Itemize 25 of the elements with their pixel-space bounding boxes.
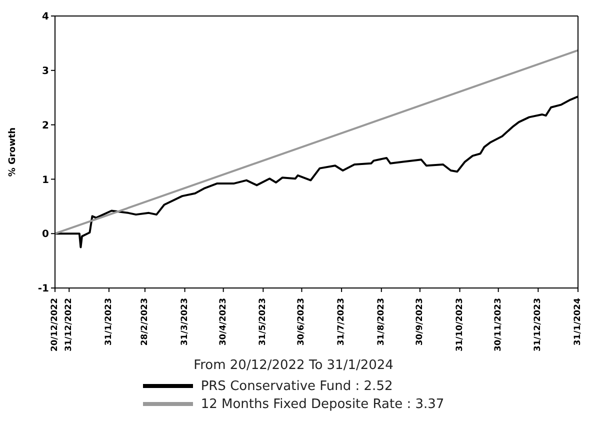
x-tick-label: 31/1/2024 xyxy=(573,298,583,346)
x-tick-label: 31/5/2023 xyxy=(258,298,268,346)
y-tick-label: 0 xyxy=(42,229,50,240)
x-tick-label: 28/2/2023 xyxy=(140,298,150,346)
y-tick-label: 2 xyxy=(42,120,50,132)
legend-label: 12 Months Fixed Deposite Rate : 3.37 xyxy=(200,396,444,412)
x-tick-label: 20/12/2022 xyxy=(50,298,60,352)
x-tick-label: 31/10/2023 xyxy=(454,298,465,352)
x-tick-label: 30/6/2023 xyxy=(296,298,307,346)
x-tick-label: 30/9/2023 xyxy=(414,298,425,346)
y-axis-title: % Growth xyxy=(8,127,18,177)
y-tick-label: 3 xyxy=(42,66,50,77)
x-axis-title: From 20/12/2022 To 31/1/2024 xyxy=(194,358,394,373)
x-tick-label: 31/12/2022 xyxy=(64,298,74,352)
x-tick-label: 30/4/2023 xyxy=(218,298,228,346)
x-tick-label: 31/7/2023 xyxy=(336,298,347,346)
legend-label: PRS Conservative Fund : 2.52 xyxy=(200,378,393,394)
x-tick-label: 31/8/2023 xyxy=(376,298,386,346)
x-tick-label: 31/1/2023 xyxy=(104,298,114,346)
x-tick-label: 30/11/2023 xyxy=(493,298,504,352)
x-tick-label: 31/12/2023 xyxy=(533,298,544,352)
y-tick-label: 4 xyxy=(42,12,50,23)
y-tick-label: -1 xyxy=(38,284,50,295)
x-tick-label: 31/3/2023 xyxy=(180,298,190,346)
y-tick-label: 1 xyxy=(42,174,50,186)
